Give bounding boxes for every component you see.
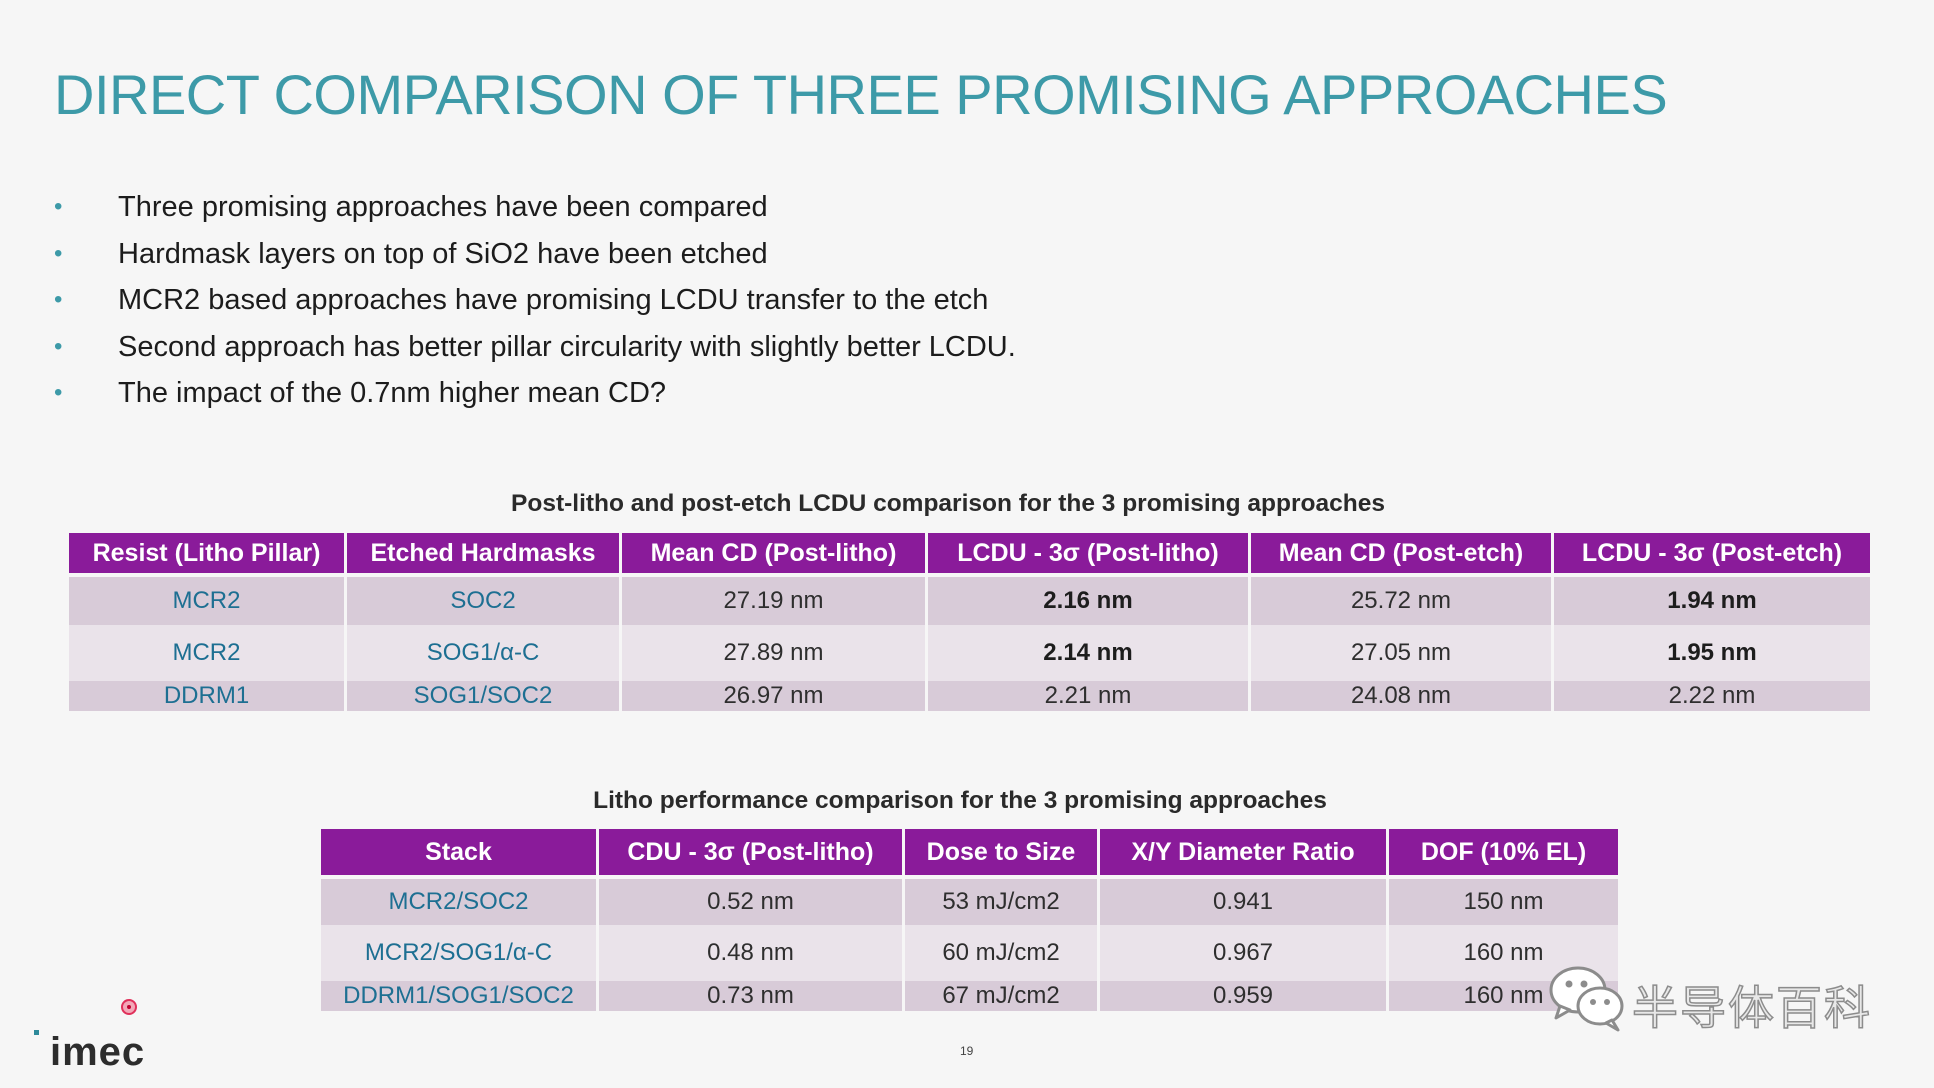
bullet-dot-icon: • <box>54 379 63 406</box>
cell-stack: MCR2/SOG1/α-C <box>321 925 596 981</box>
cell-stack: MCR2/SOC2 <box>321 879 596 925</box>
imec-logo: imec <box>50 1030 146 1074</box>
bullet-dot-icon: • <box>54 286 63 313</box>
cell-value: 24.08 nm <box>1251 681 1551 711</box>
lcdu-comparison-table: Resist (Litho Pillar) Etched Hardmasks M… <box>66 533 1873 711</box>
cell-value: 0.959 <box>1100 981 1386 1011</box>
cell-value: 2.21 nm <box>928 681 1248 711</box>
column-header: LCDU - 3σ (Post-litho) <box>928 533 1248 573</box>
column-header: Dose to Size <box>905 829 1097 875</box>
bullet-item: • Three promising approaches have been co… <box>54 184 1016 231</box>
column-header: Stack <box>321 829 596 875</box>
table-row: MCR2/SOC2 0.52 nm 53 mJ/cm2 0.941 150 nm <box>321 879 1618 925</box>
cell-value: 0.52 nm <box>599 879 902 925</box>
bullet-dot-icon: • <box>54 239 63 267</box>
cell-hardmask: SOG1/α-C <box>347 625 619 681</box>
table-row: DDRM1/SOG1/SOC2 0.73 nm 67 mJ/cm2 0.959 … <box>321 981 1618 1011</box>
watermark: 半导体百科 <box>1546 960 1886 1035</box>
cell-value: 0.941 <box>1100 879 1386 925</box>
watermark-text: 半导体百科 <box>1631 981 1872 1035</box>
table-header-row: Stack CDU - 3σ (Post-litho) Dose to Size… <box>321 829 1618 875</box>
bullet-item: • Hardmask layers on top of SiO2 have bee… <box>54 231 1016 278</box>
table2-caption: Litho performance comparison for the 3 p… <box>593 787 1327 814</box>
column-header: Mean CD (Post-etch) <box>1251 533 1551 573</box>
cell-value: 2.22 nm <box>1554 681 1870 711</box>
cell-hardmask: SOG1/SOC2 <box>347 681 619 711</box>
table1-caption: Post-litho and post-etch LCDU comparison… <box>511 490 1385 517</box>
bullet-text: MCR2 based approaches have promising LCD… <box>118 284 989 316</box>
cell-value: 2.14 nm <box>928 625 1248 681</box>
table-row: MCR2 SOC2 27.19 nm 2.16 nm 25.72 nm 1.94… <box>69 577 1870 625</box>
column-header: Etched Hardmasks <box>347 533 619 573</box>
cell-value: 1.94 nm <box>1554 577 1870 625</box>
cell-value: 160 nm <box>1389 925 1618 981</box>
cell-value: 60 mJ/cm2 <box>905 925 1097 981</box>
cell-value: 26.97 nm <box>622 681 925 711</box>
table-row: MCR2/SOG1/α-C 0.48 nm 60 mJ/cm2 0.967 16… <box>321 925 1618 981</box>
cell-value: 150 nm <box>1389 879 1618 925</box>
cell-value: 53 mJ/cm2 <box>905 879 1097 925</box>
cell-value: 25.72 nm <box>1251 577 1551 625</box>
litho-performance-table: Stack CDU - 3σ (Post-litho) Dose to Size… <box>318 829 1621 1011</box>
cell-resist: MCR2 <box>69 577 344 625</box>
bullet-text: Second approach has better pillar circul… <box>118 330 1016 363</box>
cell-value: 27.05 nm <box>1251 625 1551 681</box>
column-header: CDU - 3σ (Post-litho) <box>599 829 902 875</box>
column-header: Resist (Litho Pillar) <box>69 533 344 573</box>
cell-value: 1.95 nm <box>1554 625 1870 681</box>
cell-value: 0.48 nm <box>599 925 902 981</box>
cell-value: 27.19 nm <box>622 577 925 625</box>
cell-value: 0.967 <box>1100 925 1386 981</box>
column-header: Mean CD (Post-litho) <box>622 533 925 573</box>
cell-resist: DDRM1 <box>69 681 344 711</box>
column-header: DOF (10% EL) <box>1389 829 1618 875</box>
table-header-row: Resist (Litho Pillar) Etched Hardmasks M… <box>69 533 1870 573</box>
cell-value: 27.89 nm <box>622 625 925 681</box>
laser-pointer-icon <box>121 999 137 1015</box>
bullet-text: Three promising approaches have been com… <box>118 191 768 223</box>
bullet-item: • Second approach has better pillar circu… <box>54 324 1016 371</box>
logo-accent-icon <box>34 1030 39 1035</box>
table-row: DDRM1 SOG1/SOC2 26.97 nm 2.21 nm 24.08 n… <box>69 681 1870 711</box>
cell-resist: MCR2 <box>69 625 344 681</box>
cell-hardmask: SOC2 <box>347 577 619 625</box>
cell-stack: DDRM1/SOG1/SOC2 <box>321 981 596 1011</box>
slide-title: DIRECT COMPARISON OF THREE PROMISING APP… <box>54 63 1668 126</box>
bullet-list: • Three promising approaches have been co… <box>54 184 1016 417</box>
bullet-text: The impact of the 0.7nm higher mean CD? <box>118 377 667 409</box>
bullet-text: Hardmask layers on top of SiO2 have been… <box>118 237 768 270</box>
column-header: LCDU - 3σ (Post-etch) <box>1554 533 1870 573</box>
bullet-item: • The impact of the 0.7nm higher mean CD? <box>54 370 1016 417</box>
bullet-item: • MCR2 based approaches have promising LC… <box>54 277 1016 324</box>
cell-value: 2.16 nm <box>928 577 1248 625</box>
table-row: MCR2 SOG1/α-C 27.89 nm 2.14 nm 27.05 nm … <box>69 625 1870 681</box>
page-number: 19 <box>960 1044 974 1058</box>
cell-value: 0.73 nm <box>599 981 902 1011</box>
column-header: X/Y Diameter Ratio <box>1100 829 1386 875</box>
bullet-dot-icon: • <box>54 193 63 220</box>
wechat-icon <box>1549 966 1624 1032</box>
cell-value: 67 mJ/cm2 <box>905 981 1097 1011</box>
bullet-dot-icon: • <box>54 332 63 360</box>
